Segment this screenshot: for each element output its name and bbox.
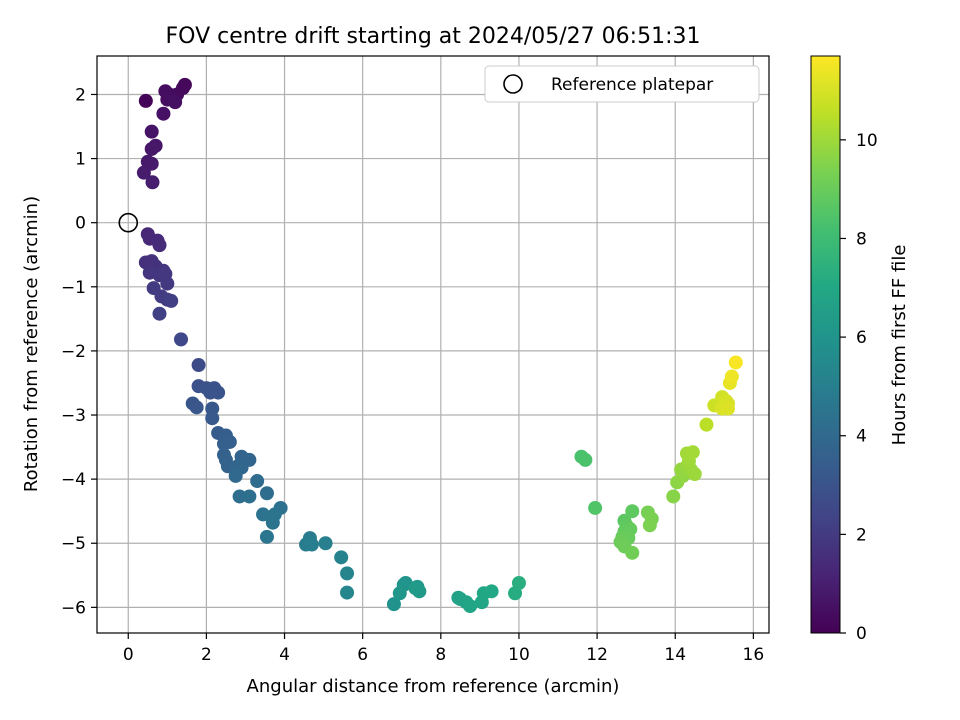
y-tick-label: −6 — [61, 598, 86, 618]
colorbar-tick-label: 0 — [856, 624, 867, 644]
data-point — [256, 507, 271, 522]
data-points — [136, 77, 743, 614]
colorbar-tick-label: 6 — [856, 328, 867, 348]
data-point — [138, 93, 153, 108]
y-axis-ticks: 2 1 0 −1 −2 −3 −4 −5 −6 — [61, 85, 97, 618]
data-point — [191, 358, 206, 373]
data-point — [145, 175, 160, 190]
legend-entry: Reference platepar — [551, 75, 713, 95]
data-point — [578, 452, 593, 467]
data-point — [211, 385, 226, 400]
data-point — [685, 445, 700, 460]
legend-box — [484, 65, 760, 103]
data-point — [265, 515, 280, 530]
data-point — [136, 165, 151, 180]
data-point — [152, 238, 167, 253]
data-point — [699, 417, 714, 432]
x-axis-label: Angular distance from reference (arcmin) — [247, 676, 620, 697]
data-point — [588, 500, 603, 515]
colorbar-ticks: 0 2 4 6 8 10 — [840, 131, 878, 644]
data-point — [242, 489, 257, 504]
grid-lines — [97, 56, 769, 633]
y-tick-label: −3 — [61, 406, 86, 426]
data-point — [144, 124, 159, 139]
data-point — [463, 599, 478, 614]
data-point — [205, 411, 220, 426]
colorbar-tick-label: 2 — [856, 525, 867, 545]
x-tick-label: 4 — [279, 645, 290, 665]
data-point — [259, 486, 274, 501]
colorbar-tick-label: 4 — [856, 427, 867, 447]
x-tick-label: 2 — [201, 645, 212, 665]
data-point — [232, 489, 247, 504]
x-tick-label: 0 — [123, 645, 134, 665]
data-point — [164, 293, 179, 308]
data-point — [174, 332, 188, 347]
data-point — [720, 401, 735, 416]
data-point — [666, 489, 681, 504]
y-tick-label: −5 — [61, 534, 86, 554]
chart-title: FOV centre drift starting at 2024/05/27 … — [166, 24, 701, 49]
data-point — [724, 369, 739, 384]
data-point — [642, 518, 657, 533]
x-tick-label: 14 — [664, 645, 686, 665]
x-tick-label: 6 — [357, 645, 368, 665]
colorbar-gradient — [810, 55, 841, 634]
data-point — [687, 467, 702, 482]
data-point — [205, 401, 220, 416]
data-point — [304, 537, 319, 552]
x-tick-label: 12 — [586, 645, 608, 665]
data-point — [160, 276, 175, 291]
y-tick-label: −1 — [61, 278, 86, 298]
colorbar-tick-label: 8 — [856, 229, 867, 249]
data-point — [220, 459, 235, 474]
x-tick-label: 10 — [508, 645, 530, 665]
data-point — [152, 306, 167, 321]
data-point — [392, 586, 407, 601]
data-point — [484, 584, 499, 599]
x-axis-ticks: 0 2 4 6 8 10 12 14 16 — [123, 633, 764, 665]
data-point — [144, 141, 159, 156]
data-point — [156, 106, 171, 121]
data-point — [625, 545, 640, 560]
colorbar-tick-label: 10 — [856, 131, 878, 151]
data-point — [334, 550, 349, 565]
data-point — [189, 400, 204, 415]
data-point — [511, 575, 526, 590]
data-point — [340, 585, 355, 600]
y-tick-label: 1 — [75, 150, 86, 170]
data-point — [408, 581, 423, 596]
data-point — [340, 566, 355, 581]
data-point — [168, 95, 183, 110]
legend: Reference platepar — [484, 65, 760, 103]
x-tick-label: 16 — [743, 645, 765, 665]
x-tick-label: 8 — [435, 645, 446, 665]
plot-frame — [96, 55, 770, 634]
data-point — [222, 434, 237, 449]
data-point — [250, 474, 265, 489]
y-tick-label: −2 — [61, 342, 86, 362]
y-tick-label: −4 — [61, 470, 86, 490]
y-axis-label: Rotation from reference (arcmin) — [21, 196, 42, 492]
data-point — [386, 597, 401, 612]
legend-marker — [503, 74, 523, 94]
y-tick-label: 0 — [75, 214, 86, 234]
data-point — [318, 536, 333, 551]
colorbar: 0 2 4 6 8 10 Hours from first FF file — [810, 55, 910, 644]
data-point — [228, 468, 243, 483]
reference-point-marker — [118, 212, 139, 233]
data-point — [259, 529, 274, 544]
y-tick-label: 2 — [75, 85, 86, 105]
data-point — [625, 504, 640, 519]
colorbar-label: Hours from first FF file — [889, 245, 910, 446]
data-point — [728, 355, 743, 370]
